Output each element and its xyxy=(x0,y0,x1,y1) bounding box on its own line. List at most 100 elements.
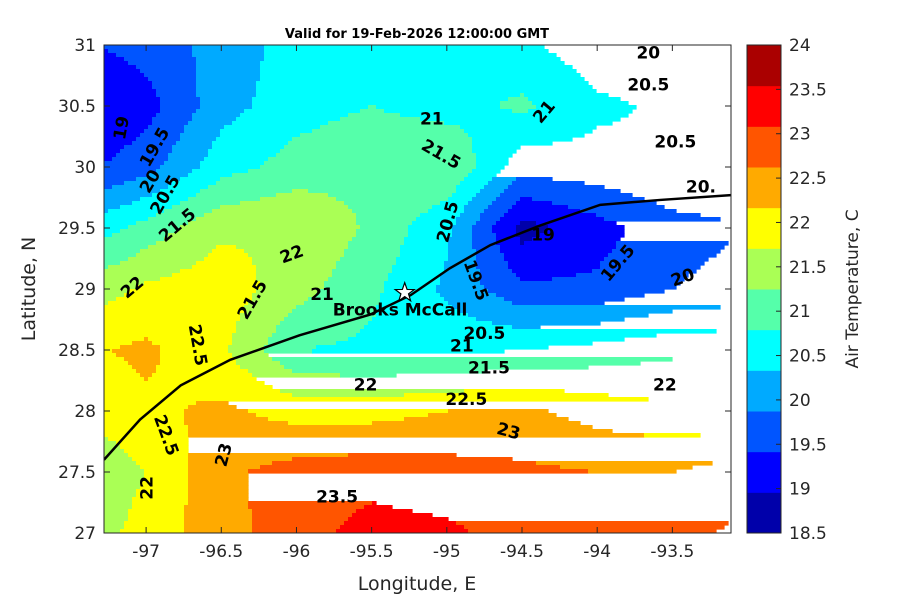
contour-label: 20.5 xyxy=(654,133,696,153)
y-tick-label: 27.5 xyxy=(58,463,96,483)
contour-band-cell xyxy=(120,229,177,234)
contour-band-cell xyxy=(188,429,613,434)
contour-band-cell xyxy=(604,257,709,262)
contour-band-cell xyxy=(176,141,213,146)
contour-band-cell xyxy=(248,369,293,374)
contour-band-cell xyxy=(536,461,713,466)
contour-band-cell xyxy=(212,141,289,146)
contour-band-cell xyxy=(488,205,513,210)
contour-band-cell xyxy=(116,53,193,58)
contour-band-cell xyxy=(376,105,501,110)
contour-band-cell xyxy=(104,73,145,78)
contour-band-cell xyxy=(208,253,249,258)
contour-band-cell xyxy=(404,417,569,422)
contour-band-cell xyxy=(228,345,265,350)
contour-band-cell xyxy=(520,221,537,226)
contour-band-cell xyxy=(160,101,201,106)
contour-band-cell xyxy=(120,261,197,266)
contour-band-cell xyxy=(616,245,725,250)
contour-band-cell xyxy=(196,401,229,406)
contour-label: 21 xyxy=(310,285,334,305)
contour-band-cell xyxy=(140,481,189,486)
contour-band-cell xyxy=(476,157,509,162)
x-tick-label: -94.5 xyxy=(500,542,544,562)
contour-band-cell xyxy=(324,285,385,290)
contour-band-cell xyxy=(328,277,389,282)
contour-band-cell xyxy=(504,253,609,258)
contour-band-cell xyxy=(104,437,109,442)
contour-band-cell xyxy=(188,501,249,506)
contour-label: 20 xyxy=(636,44,660,64)
contour-band-cell xyxy=(104,369,137,374)
contour-band-cell xyxy=(188,465,261,470)
contour-band-cell xyxy=(492,321,601,326)
contour-band-cell xyxy=(280,361,641,366)
contour-band-cell xyxy=(128,289,257,294)
contour-band-cell xyxy=(104,493,137,498)
contour-band-cell xyxy=(472,169,501,174)
contour-band-cell xyxy=(204,157,269,162)
contour-band-cell xyxy=(496,197,521,202)
contour-band-cell xyxy=(244,249,345,254)
contour-band-cell xyxy=(104,185,113,190)
contour-band-cell xyxy=(292,457,513,462)
contour-band-cell xyxy=(104,109,161,114)
contour-band-cell xyxy=(288,421,373,426)
contour-band-cell xyxy=(512,269,593,274)
contour-band-cell xyxy=(316,293,381,298)
contour-band-cell xyxy=(252,257,341,262)
contour-band-cell xyxy=(200,165,261,170)
contour-band-cell xyxy=(104,353,117,358)
contour-band-cell xyxy=(276,193,329,198)
contour-band-cell xyxy=(372,501,377,506)
contour-band-cell xyxy=(192,265,257,270)
contour-band-cell xyxy=(184,529,253,533)
contour-band-cell xyxy=(116,153,169,158)
contour-band-cell xyxy=(104,453,129,458)
contour-band-cell xyxy=(280,321,369,326)
contour-band-cell xyxy=(188,197,261,202)
contour-band-cell xyxy=(428,413,557,418)
contour-band-cell xyxy=(128,509,185,514)
contour-band-cell xyxy=(456,521,729,526)
contour-band-cell xyxy=(176,229,357,234)
contour-band-cell xyxy=(512,205,569,210)
contour-band-cell xyxy=(256,289,321,294)
contour-band-cell xyxy=(512,181,585,186)
contour-band-cell xyxy=(512,109,529,114)
contour-band-cell xyxy=(196,85,257,90)
contour-band-cell xyxy=(136,489,189,494)
contour-band-cell xyxy=(464,209,485,214)
contour-band-cell xyxy=(180,137,217,142)
contour-band-cell xyxy=(344,201,441,206)
x-tick-label: -96 xyxy=(283,542,311,562)
contour-band-cell xyxy=(120,149,173,154)
contour-band-cell xyxy=(616,241,729,246)
contour-band-cell xyxy=(500,249,613,254)
contour-band-cell xyxy=(148,173,189,178)
contour-band-cell xyxy=(448,301,513,306)
contour-band-cell xyxy=(288,141,473,146)
colorbar-tick-label: 23 xyxy=(789,125,811,145)
contour-band-cell xyxy=(492,225,517,230)
contour-band-cell xyxy=(104,517,129,522)
contour-band-cell xyxy=(492,177,517,182)
contour-band-cell xyxy=(608,253,717,258)
contour-band-cell xyxy=(284,365,589,370)
y-axis-ticks: 27 27.5 28 28.5 29 29.5 30 30.5 31 xyxy=(58,36,731,544)
contour-band-cell xyxy=(188,489,249,494)
contour-band-cell xyxy=(104,481,141,486)
contour-band-cell xyxy=(236,357,273,362)
contour-band-cell xyxy=(384,109,513,114)
contour-band-cell xyxy=(160,189,201,194)
contour-band-cell xyxy=(288,313,377,318)
contour-band-cell xyxy=(264,57,561,62)
contour-band-cell xyxy=(136,369,157,374)
contour-band-cell xyxy=(512,301,605,306)
contour-band-cell xyxy=(156,93,197,98)
contour-band-cell xyxy=(252,509,357,514)
contour-band-cell xyxy=(104,361,129,366)
contour-band-cell xyxy=(104,313,241,318)
contour-band-cell xyxy=(156,169,193,174)
contour-band-cell xyxy=(336,197,449,202)
